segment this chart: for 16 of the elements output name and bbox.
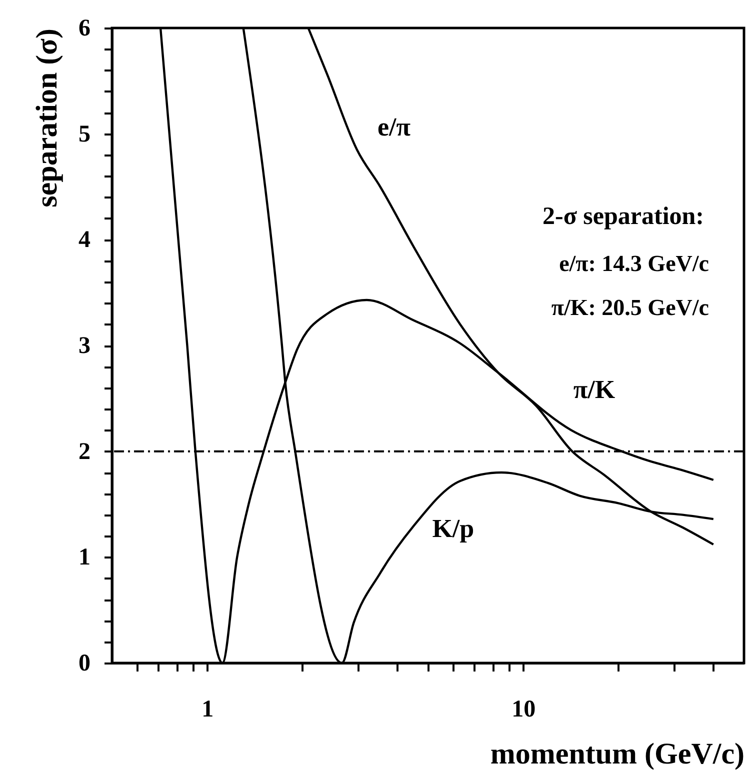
- y-tick-label: 2: [78, 438, 90, 465]
- y-axis-title: separation (σ): [30, 28, 64, 208]
- series-label: π/K: [573, 375, 616, 404]
- series-label: K/p: [432, 514, 474, 543]
- annotation: π/K: 20.5 GeV/c: [551, 295, 709, 320]
- y-tick-label: 0: [78, 650, 90, 676]
- y-tick-label: 3: [78, 333, 90, 359]
- series-label: e/π: [377, 112, 410, 142]
- y-tick-label: 5: [78, 121, 90, 148]
- y-tick-label: 4: [78, 227, 90, 254]
- annotation: e/π: 14.3 GeV/c: [559, 251, 709, 276]
- annotation: 2-σ separation:: [542, 203, 704, 230]
- x-tick-label: 10: [512, 696, 536, 722]
- y-tick-label: 1: [78, 544, 90, 571]
- x-axis-title: momentum (GeV/c): [490, 738, 744, 770]
- y-tick-label: 6: [78, 16, 90, 42]
